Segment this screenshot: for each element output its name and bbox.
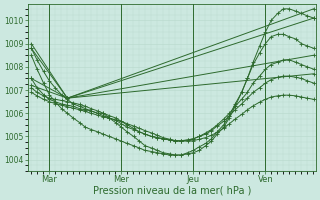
X-axis label: Pression niveau de la mer( hPa ): Pression niveau de la mer( hPa ) (92, 186, 251, 196)
